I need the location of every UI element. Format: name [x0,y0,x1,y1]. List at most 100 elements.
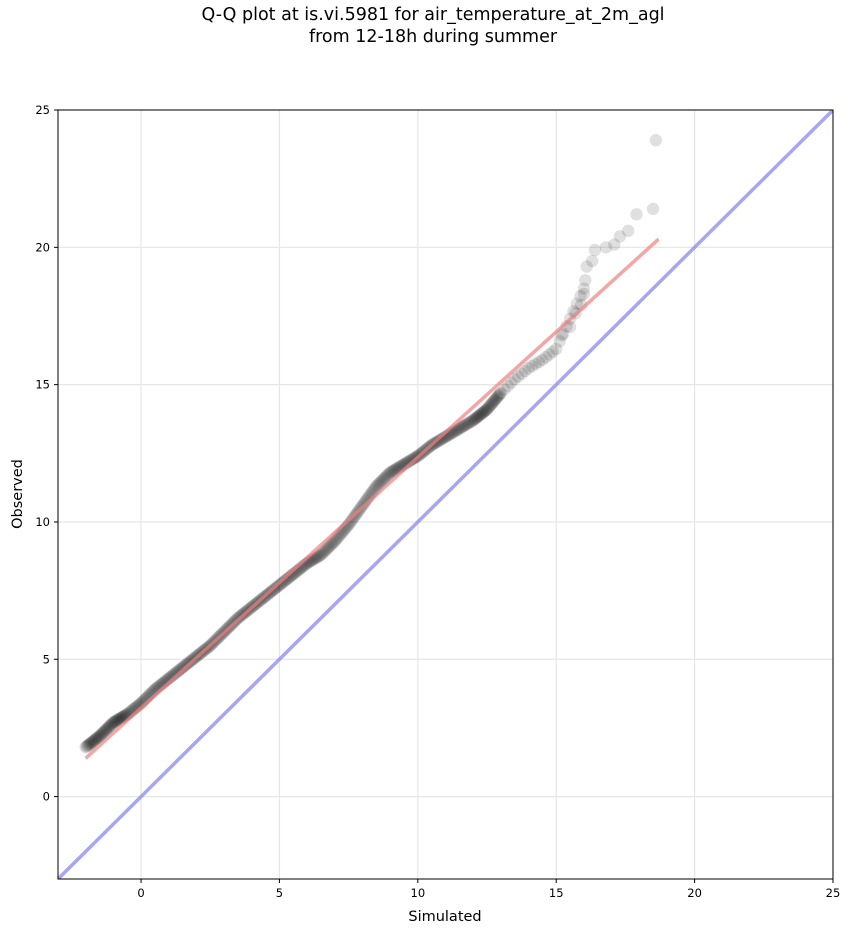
quantile-point [328,534,341,548]
quantile-point [372,478,385,491]
quantile-point [113,712,126,726]
quantile-point [111,713,124,727]
quantile-point [487,394,501,408]
quantile-point [281,572,294,586]
quantile-point [105,718,118,731]
quantile-point [278,575,291,588]
quantile-point [382,467,396,480]
y-tick-label-2: 10 [35,515,50,529]
quantile-point [585,254,599,268]
quantile-point [539,350,553,364]
quantile-point [310,551,324,564]
quantile-point [170,666,183,679]
grid-lines [58,109,834,879]
quantile-point [490,391,504,404]
quantile-point [579,274,592,287]
quantile-point [492,389,506,402]
x-tick-label-3: 15 [549,886,564,900]
quantile-point [455,421,468,434]
quantile-point [85,736,98,749]
quantile-point [646,202,660,216]
quantile-point [553,335,566,348]
quantile-point [86,735,99,748]
quantile-point [174,662,187,676]
identity-line [58,110,833,879]
quantile-point [326,536,340,550]
quantile-point [574,289,587,303]
quantile-point [323,539,337,553]
quantile-point [80,740,93,753]
quantile-points [79,134,663,754]
chart-title: Q-Q plot at is.vi.5981 for air_temperatu… [0,4,851,48]
quantile-point [91,731,104,744]
chart-title-line-1: Q-Q plot at is.vi.5981 for air_temperatu… [201,5,665,25]
quantile-point [433,434,446,447]
quantile-point [101,722,114,735]
quantile-point [477,405,491,418]
quantile-point [465,415,478,428]
quantile-point [373,477,386,490]
quantile-point [359,495,372,508]
quantile-point [404,453,418,467]
quantile-point [309,551,323,565]
quantile-point [173,663,186,677]
x-axis-label: Simulated [408,909,481,925]
quantile-point [79,740,92,754]
quantile-point [93,729,106,743]
quantile-point [311,550,325,563]
quantile-point [171,665,184,678]
quantile-point [501,379,514,393]
quantile-point [100,723,113,736]
quantile-point [588,243,602,257]
quantile-point [381,468,395,481]
quantile-point [472,409,486,422]
quantile-point [386,464,400,477]
quantile-point [481,401,495,415]
quantile-point [371,479,384,492]
quantile-point [630,208,643,221]
x-tick-label-0: 0 [137,886,144,900]
quantile-point [95,728,108,741]
quantile-point [555,329,568,342]
quantile-point [434,433,447,446]
quantile-point [457,420,470,433]
quantile-point [99,724,112,737]
quantile-point [379,470,393,483]
quantile-point [471,410,485,423]
y-tick-label-0: 0 [43,790,50,804]
quantile-point [459,418,472,432]
quantile-point [463,416,476,429]
quantile-point [486,396,500,409]
quantile-point [465,414,479,428]
quantile-point [498,383,511,396]
quantile-point [476,406,490,419]
quantile-point [324,538,338,552]
quantile-point [377,473,390,486]
quantile-point [314,548,328,562]
quantile-point [81,739,94,752]
quantile-point [383,466,397,479]
quantile-point [89,733,102,746]
quantile-point [277,575,290,589]
quantile-point [375,475,388,488]
quantile-point [649,134,663,147]
quantile-point [462,417,475,430]
quantile-point [90,732,103,745]
quantile-point [327,535,340,549]
quantile-point [482,400,496,414]
quantile-point [508,372,521,386]
quantile-point [453,422,466,435]
quantile-point [374,476,387,489]
quantile-point [515,367,528,380]
quantile-point [580,260,593,273]
quantile-point [577,287,591,301]
quantile-point [385,465,399,478]
quantile-point [466,414,480,427]
quantile-point [325,537,339,551]
quantile-point [435,432,448,446]
quantile-point [279,574,292,587]
quantile-point [94,729,107,742]
quantile-point [102,721,115,734]
quantile-point [473,408,487,422]
quantile-point [484,398,498,411]
